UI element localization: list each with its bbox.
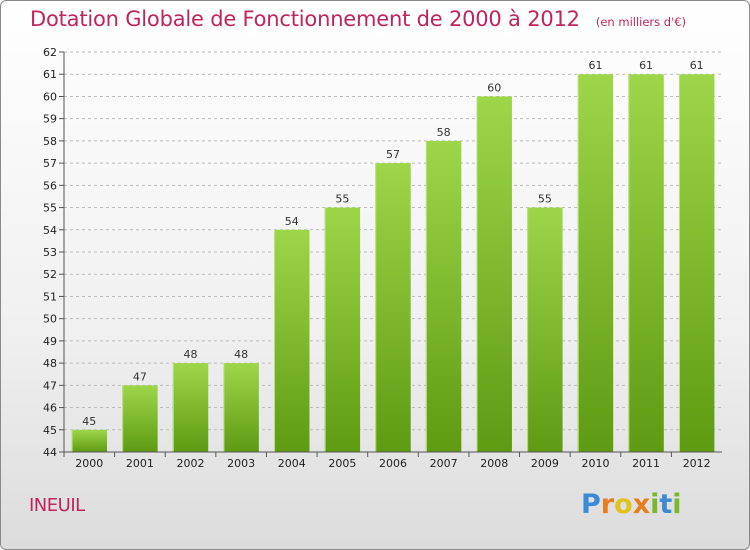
logo-letter: P — [581, 489, 601, 520]
commune-name: INEUIL — [29, 495, 85, 516]
value-label-2006: 57 — [386, 148, 400, 161]
bar-2007 — [425, 140, 462, 452]
value-label-2007: 58 — [437, 126, 451, 139]
bar-2009 — [527, 207, 563, 452]
value-label-2012: 61 — [690, 59, 704, 72]
value-label-2011: 61 — [639, 59, 653, 72]
bars — [71, 74, 715, 452]
y-tick-label-60: 60 — [43, 90, 57, 103]
y-tick-label-62: 62 — [43, 46, 57, 59]
value-label-2009: 55 — [538, 193, 552, 206]
y-tick-label-53: 53 — [43, 246, 57, 259]
y-tick-label-49: 49 — [43, 335, 57, 348]
bar-2008 — [476, 96, 512, 452]
y-tick-label-52: 52 — [43, 268, 57, 281]
bar-2012 — [678, 74, 715, 452]
logo-letter: i — [672, 489, 682, 520]
y-tick-label-47: 47 — [43, 379, 57, 392]
value-label-2010: 61 — [588, 59, 602, 72]
x-tick-label-2009: 2009 — [531, 457, 559, 470]
axes — [59, 51, 722, 457]
bar-2004 — [274, 229, 310, 452]
y-tick-label-54: 54 — [43, 224, 57, 237]
y-tick-label-56: 56 — [43, 179, 57, 192]
bar-2010 — [577, 74, 614, 452]
bar-2002 — [172, 363, 209, 452]
chart-title: Dotation Globale de Fonctionnement de 20… — [30, 7, 580, 31]
logo-letter: t — [659, 489, 673, 520]
y-tick-label-45: 45 — [43, 424, 57, 437]
bar-2001 — [122, 385, 158, 452]
x-tick-label-2003: 2003 — [227, 457, 255, 470]
logo-letter: r — [600, 489, 615, 520]
value-label-2008: 60 — [487, 81, 501, 94]
value-label-2005: 55 — [335, 193, 349, 206]
y-tick-label-59: 59 — [43, 113, 57, 126]
labels: 44 45 46 47 48 49 50 51 52 53 54 55 56 57 58 59 60 61 62 45… — [43, 46, 711, 470]
x-tick-label-2000: 2000 — [75, 457, 103, 470]
value-label-2003: 48 — [234, 348, 248, 361]
logo-letter: x — [632, 489, 651, 520]
value-label-2004: 54 — [285, 215, 299, 228]
x-tick-label-2012: 2012 — [683, 457, 711, 470]
chart-subtitle: (en milliers d'€) — [595, 15, 687, 29]
y-tick-label-55: 55 — [43, 202, 57, 215]
y-tick-label-50: 50 — [43, 313, 57, 326]
bar-2006 — [375, 163, 411, 452]
value-label-2000: 45 — [82, 415, 96, 428]
value-label-2001: 47 — [133, 370, 147, 383]
y-tick-label-57: 57 — [43, 157, 57, 170]
x-tick-label-2007: 2007 — [430, 457, 458, 470]
y-tick-label-61: 61 — [43, 68, 57, 81]
bar-2003 — [223, 363, 259, 452]
x-tick-label-2001: 2001 — [126, 457, 154, 470]
proxiti-logo[interactable]: Proxiti — [581, 489, 682, 520]
x-tick-label-2011: 2011 — [632, 457, 660, 470]
bar-2000 — [71, 429, 108, 452]
chart-title-row: Dotation Globale de Fonctionnement de 20… — [30, 7, 686, 31]
x-tick-label-2005: 2005 — [328, 457, 356, 470]
x-tick-label-2002: 2002 — [177, 457, 205, 470]
bar-2011 — [628, 74, 664, 452]
y-tick-label-48: 48 — [43, 357, 57, 370]
y-tick-label-46: 46 — [43, 402, 57, 415]
y-tick-label-58: 58 — [43, 135, 57, 148]
x-tick-label-2006: 2006 — [379, 457, 407, 470]
x-tick-label-2008: 2008 — [480, 457, 508, 470]
y-tick-label-44: 44 — [43, 446, 57, 459]
x-tick-label-2010: 2010 — [581, 457, 609, 470]
x-tick-label-2004: 2004 — [278, 457, 306, 470]
y-tick-label-51: 51 — [43, 290, 57, 303]
bar-2005 — [324, 207, 361, 452]
value-label-2002: 48 — [184, 348, 198, 361]
logo-letter: o — [614, 489, 633, 520]
logo-letter: i — [650, 489, 660, 520]
